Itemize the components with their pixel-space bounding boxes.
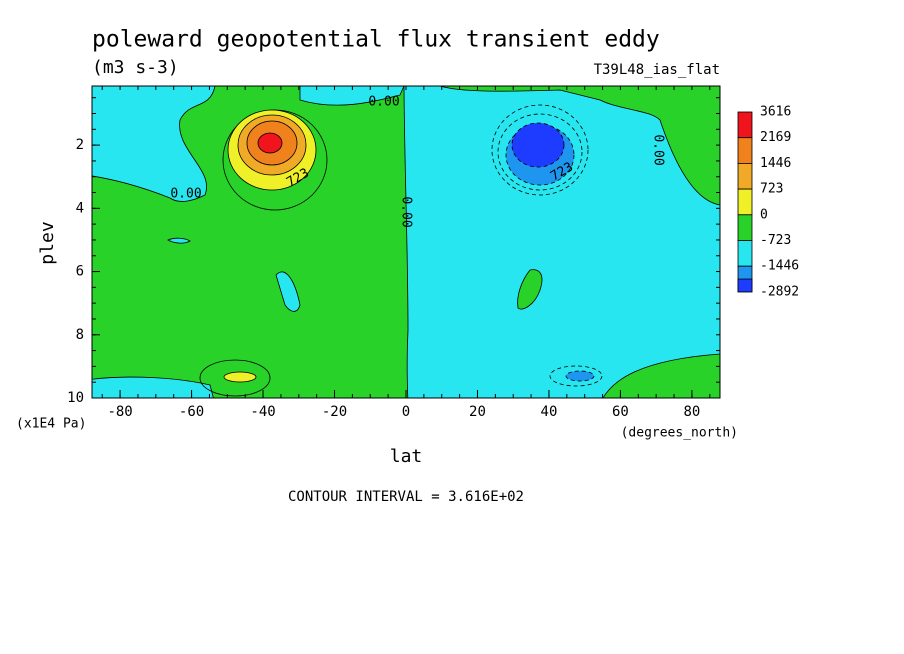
contour-region — [299, 86, 405, 106]
colorbar-swatch — [737, 278, 753, 293]
x-axis-label: lat — [390, 446, 423, 467]
x-tick-label: -60 — [179, 404, 204, 420]
colorbar-label: 3616 — [760, 105, 791, 120]
colorbar-label: -723 — [760, 233, 791, 248]
contour-region — [275, 271, 301, 312]
contour-region — [92, 86, 216, 202]
colorbar-label: 2169 — [760, 130, 791, 145]
colorbar-label: -1446 — [760, 259, 799, 274]
contour-region — [199, 359, 271, 397]
y-tick-label: 10 — [67, 390, 84, 406]
contour-region — [517, 269, 543, 310]
x-tick-label: -80 — [107, 404, 132, 420]
contour-region — [491, 104, 589, 196]
colorbar-swatch — [737, 162, 753, 190]
colorbar-label: 0 — [760, 207, 768, 222]
chart-title: poleward geopotential flux transient edd… — [92, 27, 660, 53]
contour-label: 0.00 — [651, 134, 666, 165]
contour-region — [257, 132, 283, 154]
x-units: (degrees_north) — [621, 426, 738, 441]
x-tick-label: -20 — [322, 404, 347, 420]
y-units: (x1E4 Pa) — [16, 417, 86, 432]
x-tick-label: 20 — [469, 404, 486, 420]
colorbar-swatch — [737, 137, 753, 164]
y-axis-label: plev — [37, 221, 58, 264]
y-tick-label: 4 — [76, 200, 84, 216]
x-tick-label: -40 — [250, 404, 275, 420]
chart-subtitle: (m3 s-3) — [92, 57, 179, 78]
y-tick-label: 8 — [76, 327, 84, 343]
contour-region — [167, 237, 191, 244]
contour-region — [565, 370, 595, 382]
y-tick-label: 2 — [76, 137, 84, 153]
contour-region — [549, 365, 603, 387]
contour-region — [403, 86, 720, 398]
x-tick-label: 60 — [612, 404, 629, 420]
y-tick-label: 6 — [76, 264, 84, 280]
colorbar-label: -2892 — [760, 284, 799, 299]
colorbar-swatch — [737, 188, 753, 216]
footer: CONTOUR INTERVAL = 3.616E+02 — [288, 489, 524, 505]
x-tick-label: 80 — [683, 404, 700, 420]
colorbar-swatch — [737, 111, 753, 139]
contour-region — [92, 376, 214, 398]
run-label: T39L48_ias_flat — [594, 62, 720, 78]
contour-label: 0.00 — [399, 196, 414, 227]
x-tick-label: 40 — [541, 404, 558, 420]
colorbar-label: 723 — [760, 182, 783, 197]
x-tick-label: 0 — [402, 404, 410, 420]
contour-label: 0.00 — [368, 95, 399, 110]
contour-label: 0.00 — [170, 187, 201, 202]
colorbar-swatch — [737, 214, 753, 241]
colorbar-label: 1446 — [760, 156, 791, 171]
colorbar-swatch — [737, 240, 753, 267]
contour-region — [223, 371, 257, 383]
contour-region — [511, 122, 565, 168]
